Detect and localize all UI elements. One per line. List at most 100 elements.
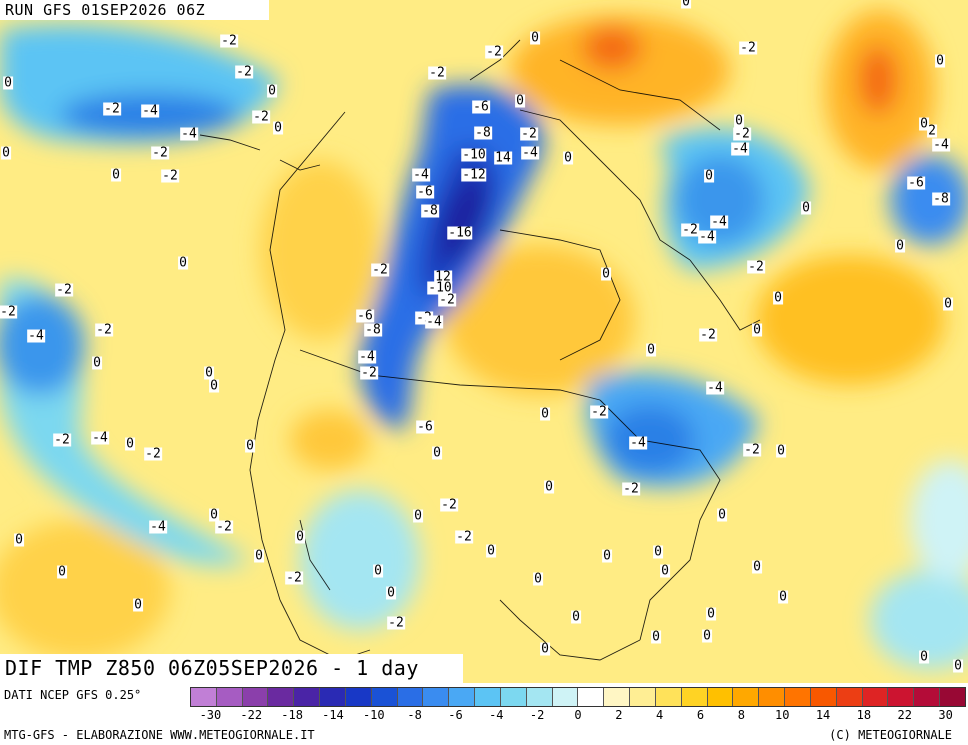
scale-tick-label: 30 [938,708,953,722]
contour-value-label: -2 [103,101,121,117]
contour-value-label: -4 [731,141,749,157]
contour-value-label: -2 [252,109,270,125]
contour-value-label: -16 [447,225,473,241]
contour-value-label: -2 [440,497,458,513]
contour-value-label: -4 [412,167,430,183]
contour-value-label: -4 [698,229,716,245]
contour-value-label: 0 [919,116,929,132]
credit-left: MTG-GFS - ELABORAZIONE WWW.METEOGIORNALE… [4,728,315,742]
contour-value-label: 0 [1,145,11,161]
contour-value-label: -4 [932,137,950,153]
contour-value-label: 0 [209,507,219,523]
contour-value-label: 0 [540,641,550,657]
contour-value-label: -2 [743,442,761,458]
contour-value-label: -2 [53,432,71,448]
color-swatch [785,688,811,706]
contour-value-label: 2 [927,123,937,139]
contour-value-label: 0 [776,443,786,459]
scale-tick-label: 6 [696,708,705,722]
contour-value-label: 0 [386,585,396,601]
map-title: DIF TMP Z850 06Z05SEP2026 - 1 day [0,654,463,683]
color-scale-ticks: -30 -22 -18 -14 -10 -8 -6 -4 -2 0 2 4 6 8 10 14 18 22 30 [190,708,966,724]
contour-value-label: 0 [486,543,496,559]
contour-value-label: -2 [622,481,640,497]
scale-tick-label: -18 [281,708,303,722]
contour-value-label: -2 [733,126,751,142]
scale-tick-label: -4 [489,708,504,722]
contour-value-label: 0 [943,296,953,312]
contour-value-label: -4 [180,126,198,142]
contour-value-label: -2 [215,519,233,535]
contour-value-label: 14 [494,150,512,166]
color-swatch [268,688,295,706]
contour-value-label: 0 [702,628,712,644]
contour-value-label: 0 [563,150,573,166]
contour-value-label: -4 [425,314,443,330]
contour-value-label: 12 [434,269,452,285]
contour-value-label: 0 [919,649,929,665]
contour-value-label: 0 [209,378,219,394]
contour-value-label: -2 [455,529,473,545]
contour-value-label: -4 [91,430,109,446]
contour-value-label: 0 [3,75,13,91]
contour-value-label: -2 [681,222,699,238]
contour-value-label: 0 [413,508,423,524]
run-header: RUN GFS 01SEP2026 06Z [0,0,269,20]
contour-value-label: -2 [161,168,179,184]
color-swatch [836,688,863,706]
color-swatch [655,688,682,706]
contour-value-label: -2 [438,292,456,308]
contour-value-label: 0 [14,532,24,548]
scale-tick-label: 2 [615,708,623,722]
contour-value-label: 0 [773,290,783,306]
scale-tick-label: 18 [856,708,872,722]
scale-tick-label: -8 [407,708,422,722]
contour-value-label: 0 [111,167,121,183]
color-swatch [940,688,965,706]
contour-value-label: 0 [530,30,540,46]
contour-value-label: -8 [474,125,492,141]
scale-tick-label: 14 [815,708,831,722]
contour-value-label: 0 [602,548,612,564]
color-swatch [526,688,553,706]
contour-value-label: -6 [907,175,925,191]
contour-value-label: -6 [416,184,434,200]
scale-tick-label: -22 [240,708,263,722]
contour-value-label: 0 [373,563,383,579]
color-swatch [681,688,708,706]
color-swatch [475,688,501,706]
contour-value-label: 0 [273,120,283,136]
contour-value-label: -2 [220,33,238,49]
contour-value-label: 0 [646,342,656,358]
contour-value-label: 0 [245,438,255,454]
contour-value-label: 0 [92,355,102,371]
scale-tick-label: -2 [529,708,545,722]
contour-value-label: -2 [55,282,73,298]
contour-value-label: -10 [427,280,453,296]
contour-value-label: -4 [710,214,728,230]
contour-value-label: 0 [540,406,550,422]
contour-value-label: 0 [432,445,442,461]
color-swatch [371,688,398,706]
contour-value-label: -4 [27,328,45,344]
color-swatch [320,688,346,706]
contour-value-label: -2 [285,570,303,586]
color-swatch [630,688,656,706]
contour-value-label: 0 [544,479,554,495]
contour-value-label: -4 [706,380,724,396]
contour-value-label: 0 [653,544,663,560]
color-swatch [423,688,450,706]
contour-value-label: -8 [421,203,439,219]
color-swatch [810,688,837,706]
contour-value-label: 0 [752,559,762,575]
contour-value-label: -10 [461,147,487,163]
contour-value-label: 0 [935,53,945,69]
contour-value-label: -2 [235,64,253,80]
contour-value-label: -4 [149,519,167,535]
contour-value-label: -2 [520,126,538,142]
color-swatch [707,688,734,706]
contour-value-label: 0 [651,629,661,645]
contour-value-label: 0 [953,658,963,674]
contour-value-label: 0 [533,571,543,587]
color-swatch [578,688,605,706]
